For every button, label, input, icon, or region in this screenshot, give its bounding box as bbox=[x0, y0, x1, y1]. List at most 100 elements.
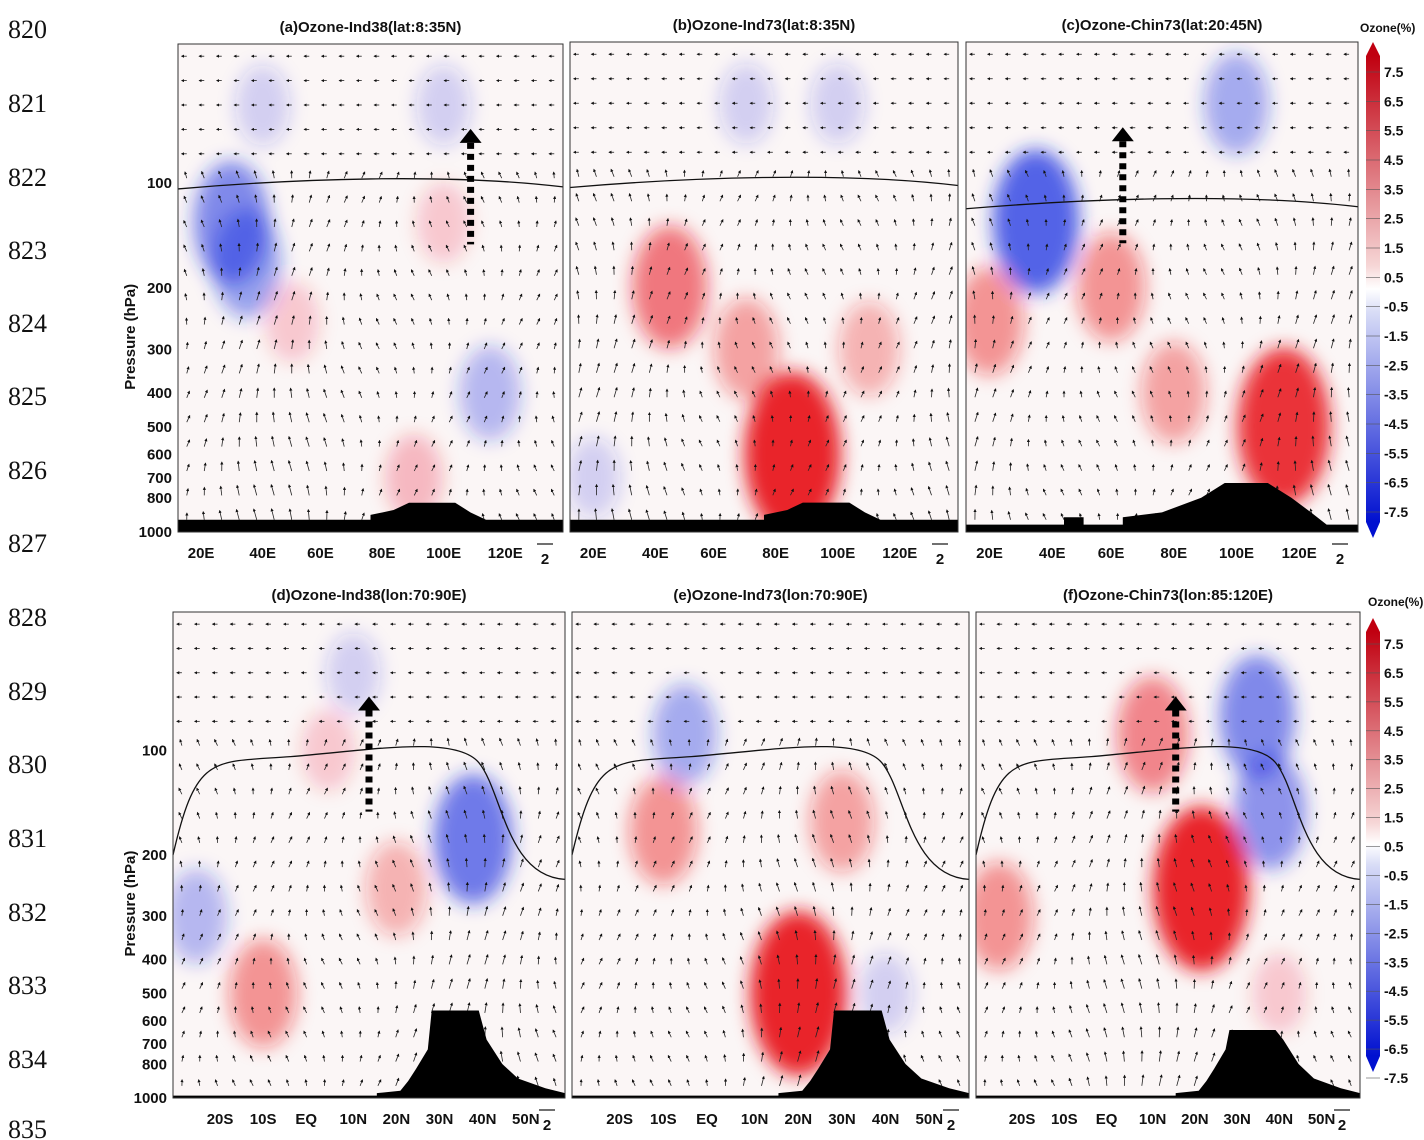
wind-vector bbox=[361, 171, 366, 179]
colorbar-label: -3.5 bbox=[1384, 387, 1408, 403]
colorbar-label: 1.5 bbox=[1384, 240, 1404, 256]
wind-vector bbox=[913, 364, 918, 373]
wind-vector bbox=[466, 464, 470, 472]
wind-vector bbox=[770, 267, 774, 275]
wind-vector bbox=[613, 338, 618, 349]
wind-vector bbox=[396, 439, 400, 447]
wind-vector bbox=[553, 220, 557, 228]
wind-vector bbox=[628, 168, 633, 177]
colorbar-label: -7.5 bbox=[1384, 504, 1408, 520]
wind-vector bbox=[666, 315, 671, 324]
line-number: 833 bbox=[8, 971, 47, 1000]
wind-vector bbox=[734, 390, 738, 398]
wind-vector bbox=[256, 387, 260, 398]
wind-vector bbox=[534, 171, 538, 179]
wind-vector bbox=[719, 169, 723, 177]
wind-vector bbox=[822, 268, 827, 275]
chart-panel: (f)Ozone-Chin73(lon:85:120E) 20S 10S EQ 10N 2… bbox=[975, 587, 1361, 1134]
wind-vector bbox=[894, 243, 898, 251]
wind-vector bbox=[536, 342, 540, 350]
wind-vector bbox=[769, 292, 774, 300]
wind-vector bbox=[186, 366, 190, 374]
colorbar-label: -0.5 bbox=[1384, 299, 1408, 315]
wind-vector bbox=[717, 341, 721, 349]
wind-vector bbox=[323, 437, 328, 447]
wind-vector bbox=[1312, 241, 1316, 251]
x-tick-label: 50N bbox=[916, 1111, 944, 1128]
wind-vector bbox=[533, 464, 538, 472]
wind-vector bbox=[358, 317, 363, 325]
wind-vector bbox=[701, 316, 705, 324]
wind-vector bbox=[754, 194, 759, 202]
ozone-anomaly-mark bbox=[173, 868, 228, 964]
x-tick-label: 20S bbox=[606, 1111, 633, 1128]
wind-vector bbox=[448, 391, 453, 398]
wind-vector bbox=[464, 293, 468, 301]
x-tick-label: EQ bbox=[1096, 1111, 1118, 1128]
wind-vector bbox=[413, 171, 417, 179]
wind-vector bbox=[930, 217, 934, 226]
colorbar-label: 2.5 bbox=[1384, 211, 1404, 227]
x-tick-label: 40E bbox=[249, 545, 276, 562]
wind-vector bbox=[431, 464, 436, 472]
wind-vector bbox=[610, 168, 615, 177]
x-tick-label: 60E bbox=[1098, 545, 1125, 562]
wind-vector bbox=[428, 220, 433, 228]
wind-vector bbox=[291, 242, 296, 252]
wind-vector bbox=[788, 243, 792, 251]
wind-vector bbox=[446, 195, 450, 203]
wind-vector bbox=[683, 194, 687, 202]
wind-vector bbox=[534, 415, 538, 423]
wind-vector bbox=[515, 513, 520, 520]
colorbar-label: -2.5 bbox=[1384, 357, 1408, 373]
wind-vector bbox=[806, 365, 810, 373]
terrain bbox=[178, 502, 563, 532]
wind-vector bbox=[431, 488, 435, 496]
x-tick-label: 40N bbox=[872, 1111, 900, 1128]
y-tick-label: 300 bbox=[142, 908, 167, 925]
wind-vector bbox=[359, 293, 363, 301]
wind-vector bbox=[735, 316, 739, 324]
wind-vector bbox=[256, 339, 261, 350]
wind-vector bbox=[875, 170, 879, 177]
colorbar-label: -7.5 bbox=[1384, 1070, 1408, 1086]
wind-vector bbox=[201, 243, 205, 252]
wind-vector bbox=[413, 488, 418, 496]
wind-vector bbox=[736, 267, 740, 275]
wind-vector bbox=[343, 511, 347, 520]
wind-vector bbox=[238, 387, 243, 398]
wind-vector bbox=[840, 219, 844, 226]
wind-vector bbox=[361, 195, 365, 203]
ozone-anomaly-mark bbox=[433, 774, 513, 905]
wind-vector bbox=[823, 194, 827, 202]
wind-vector bbox=[253, 460, 258, 472]
wind-vector bbox=[413, 415, 417, 423]
wind-vector bbox=[734, 366, 738, 373]
wind-vector bbox=[931, 291, 936, 300]
wind-vector bbox=[737, 219, 741, 226]
ozone-anomaly-mark bbox=[809, 770, 875, 873]
wind-vector bbox=[431, 391, 435, 398]
tropopause-line bbox=[177, 178, 564, 190]
wind-vector bbox=[235, 508, 240, 520]
wind-vector bbox=[341, 340, 345, 350]
wind-vector bbox=[516, 464, 520, 472]
wind-vector bbox=[203, 340, 208, 350]
wind-vector bbox=[516, 488, 520, 496]
wind-vector bbox=[411, 244, 415, 252]
wind-vector bbox=[719, 267, 723, 275]
wind-vector bbox=[499, 244, 503, 252]
wind-vector bbox=[701, 292, 706, 300]
wind-vector bbox=[203, 413, 208, 423]
line-number: 823 bbox=[8, 236, 47, 265]
wind-vector bbox=[533, 513, 538, 520]
x-tick-label: 30N bbox=[828, 1111, 856, 1128]
wind-vector bbox=[325, 291, 330, 301]
wind-vector bbox=[466, 342, 470, 350]
wind-vector bbox=[238, 363, 243, 374]
wind-vector bbox=[535, 220, 539, 228]
wind-vector bbox=[271, 411, 275, 423]
wind-vector bbox=[631, 362, 636, 373]
wind-vector bbox=[323, 412, 328, 423]
vector-scale-label: 2 bbox=[541, 551, 549, 568]
